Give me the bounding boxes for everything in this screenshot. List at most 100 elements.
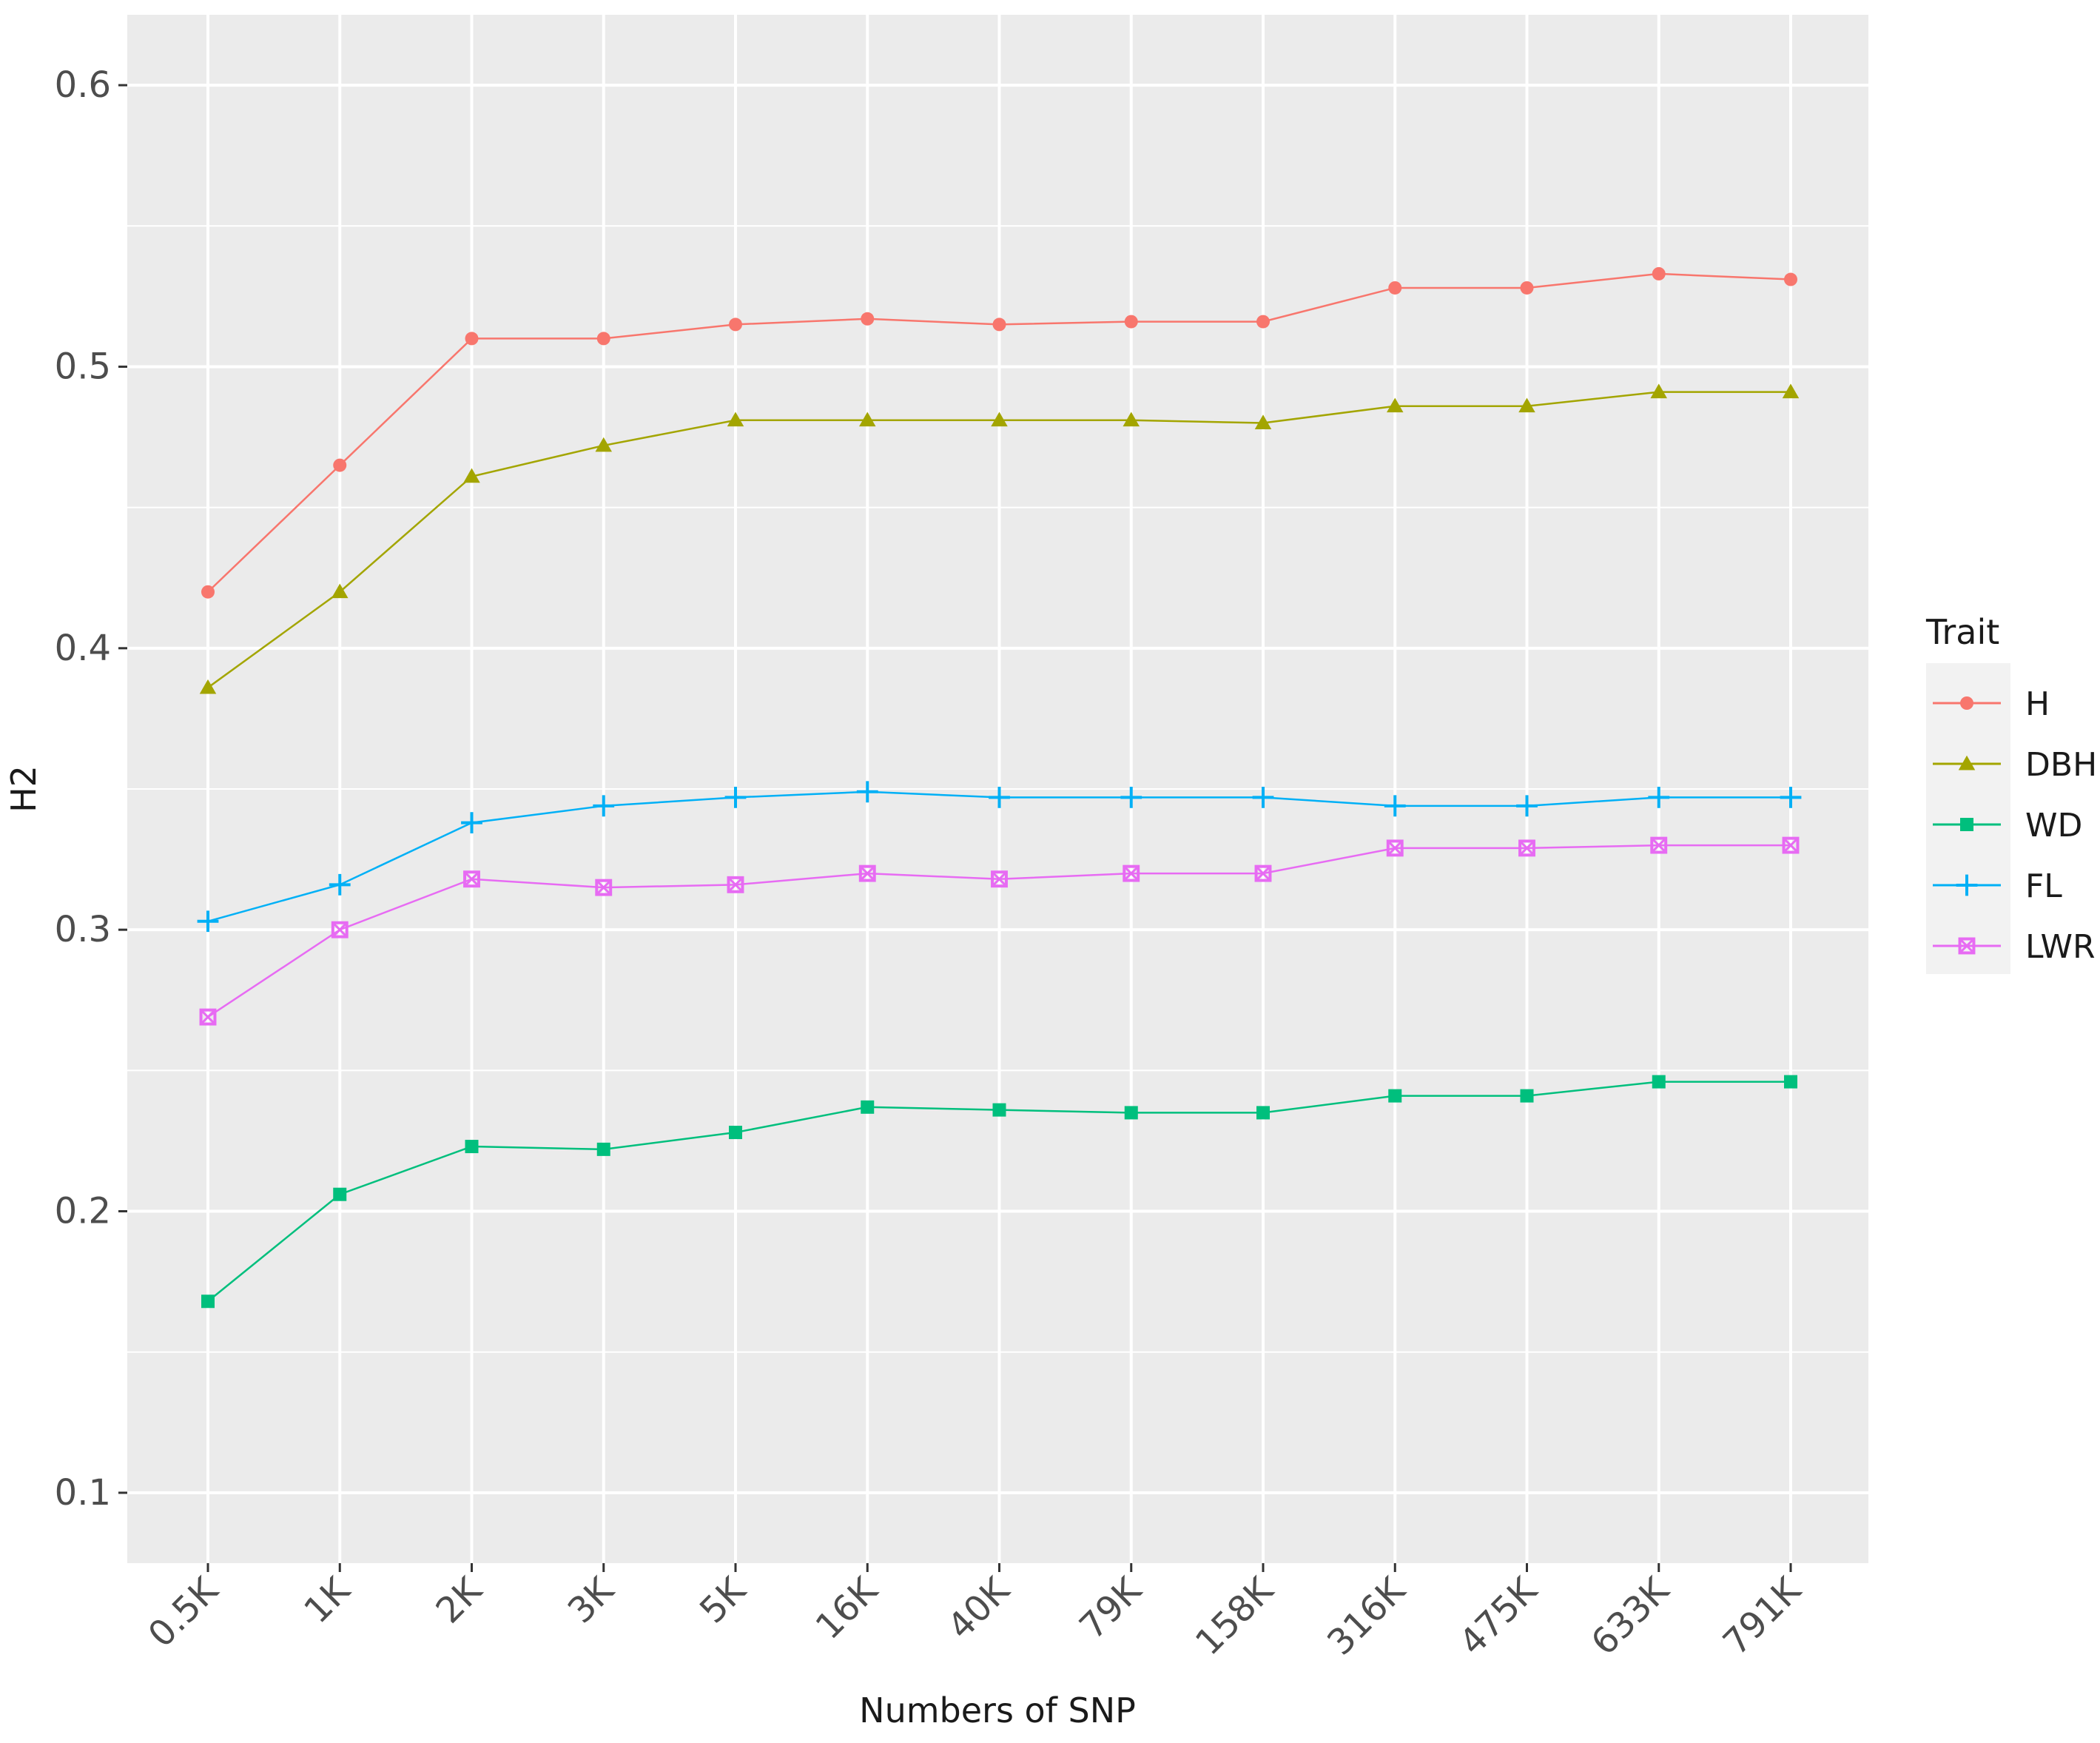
x-axis: 0.5K 1K 2K 3K 5K 16K 40K 79K 158K 316K 475K 633K 791…: [141, 1563, 1810, 1664]
data-point: [1386, 839, 1404, 857]
grid-lines: [127, 15, 1868, 1563]
data-point: [463, 468, 480, 483]
data-point: [329, 873, 351, 896]
data-point: [1123, 864, 1140, 882]
data-point: [989, 787, 1010, 808]
data-point: [1784, 272, 1797, 286]
data-point: [991, 412, 1008, 427]
data-point: [727, 412, 744, 427]
data-point: [992, 1103, 1006, 1117]
legend-label: FL: [2025, 867, 2062, 905]
data-point: [1254, 864, 1272, 882]
x-tick-label: 633K: [1584, 1569, 1678, 1664]
data-point: [1520, 1089, 1534, 1103]
data-point: [1784, 1075, 1797, 1089]
y-axis-label: H2: [4, 765, 44, 813]
data-point: [595, 437, 612, 452]
data-point: [1956, 874, 1978, 896]
data-point: [1652, 1075, 1666, 1089]
data-point: [991, 870, 1008, 888]
legend-label: DBH: [2025, 746, 2097, 784]
data-point: [1123, 412, 1140, 427]
y-tick-label: 0.4: [55, 628, 111, 669]
data-point: [1256, 1106, 1270, 1120]
data-point: [199, 1008, 217, 1026]
data-point: [727, 876, 744, 893]
data-point: [1388, 1089, 1402, 1103]
data-point: [729, 318, 742, 332]
data-point: [333, 458, 347, 472]
data-point: [1652, 266, 1666, 281]
data-point: [1648, 787, 1670, 808]
x-tick-label: 79K: [1071, 1569, 1150, 1648]
legend-item-dbh: DBH: [1933, 746, 2097, 784]
data-point: [1516, 795, 1538, 817]
x-tick-label: 40K: [940, 1569, 1018, 1648]
data-point: [461, 812, 482, 834]
legend-item-lwr: LWR: [1933, 928, 2096, 966]
legend-item-h: H: [1933, 685, 2050, 723]
data-point: [1782, 383, 1800, 399]
x-tick-label: 1K: [296, 1569, 359, 1632]
data-point: [1124, 315, 1138, 329]
y-tick-label: 0.2: [55, 1191, 111, 1232]
data-point: [1520, 281, 1534, 295]
x-tick-label: 0.5K: [141, 1569, 227, 1656]
data-point: [729, 1126, 742, 1140]
data-point: [1960, 818, 1973, 831]
y-tick-label: 0.1: [55, 1472, 111, 1514]
data-point: [1384, 795, 1406, 817]
data-point: [1387, 397, 1404, 413]
data-point: [1120, 787, 1142, 808]
data-point: [1782, 836, 1800, 854]
series-lwr: [199, 836, 1800, 1026]
data-point: [596, 332, 610, 346]
data-point: [201, 1294, 215, 1309]
x-tick-label: 158K: [1188, 1569, 1282, 1664]
y-tick-label: 0.5: [55, 346, 111, 387]
data-point: [1780, 787, 1802, 808]
data-point: [596, 1142, 610, 1156]
data-point: [1388, 281, 1402, 295]
x-tick-label: 791K: [1715, 1569, 1810, 1664]
x-tick-label: 16K: [808, 1569, 886, 1648]
data-point: [201, 585, 215, 599]
series-wd: [201, 1075, 1797, 1309]
data-point: [465, 332, 479, 346]
x-axis-label: Numbers of SNP: [859, 1690, 1136, 1730]
y-tick-label: 0.3: [55, 909, 111, 950]
series-h: [201, 266, 1797, 599]
legend-label: WD: [2025, 807, 2082, 844]
data-point: [1252, 787, 1274, 808]
legend: Trait H DBH WD FL LWR: [1925, 612, 2097, 974]
series-fl: [197, 781, 1802, 933]
data-point: [331, 921, 349, 938]
x-tick-label: 2K: [428, 1569, 491, 1632]
data-point: [1124, 1106, 1138, 1120]
data-point: [992, 318, 1006, 332]
x-tick-label: 5K: [692, 1569, 755, 1632]
data-point: [1518, 397, 1535, 413]
data-point: [856, 781, 878, 803]
legend-label: H: [2025, 685, 2050, 723]
data-point: [1650, 383, 1667, 399]
data-point: [1254, 414, 1272, 429]
legend-item-wd: WD: [1933, 807, 2082, 844]
data-point: [1958, 755, 1976, 770]
data-point: [199, 679, 217, 694]
series-dbh: [199, 383, 1800, 694]
x-tick-label: 475K: [1451, 1569, 1546, 1664]
y-tick-label: 0.6: [55, 64, 111, 106]
data-point: [463, 870, 480, 888]
data-point: [1958, 937, 1976, 955]
data-point: [595, 879, 613, 896]
data-point: [333, 1187, 347, 1201]
data-point: [332, 583, 349, 599]
data-point: [861, 1100, 875, 1114]
x-tick-label: 316K: [1319, 1569, 1414, 1664]
legend-label: LWR: [2025, 928, 2096, 966]
data-point: [1518, 839, 1535, 857]
data-point: [1960, 696, 1973, 710]
data-point: [724, 787, 747, 808]
